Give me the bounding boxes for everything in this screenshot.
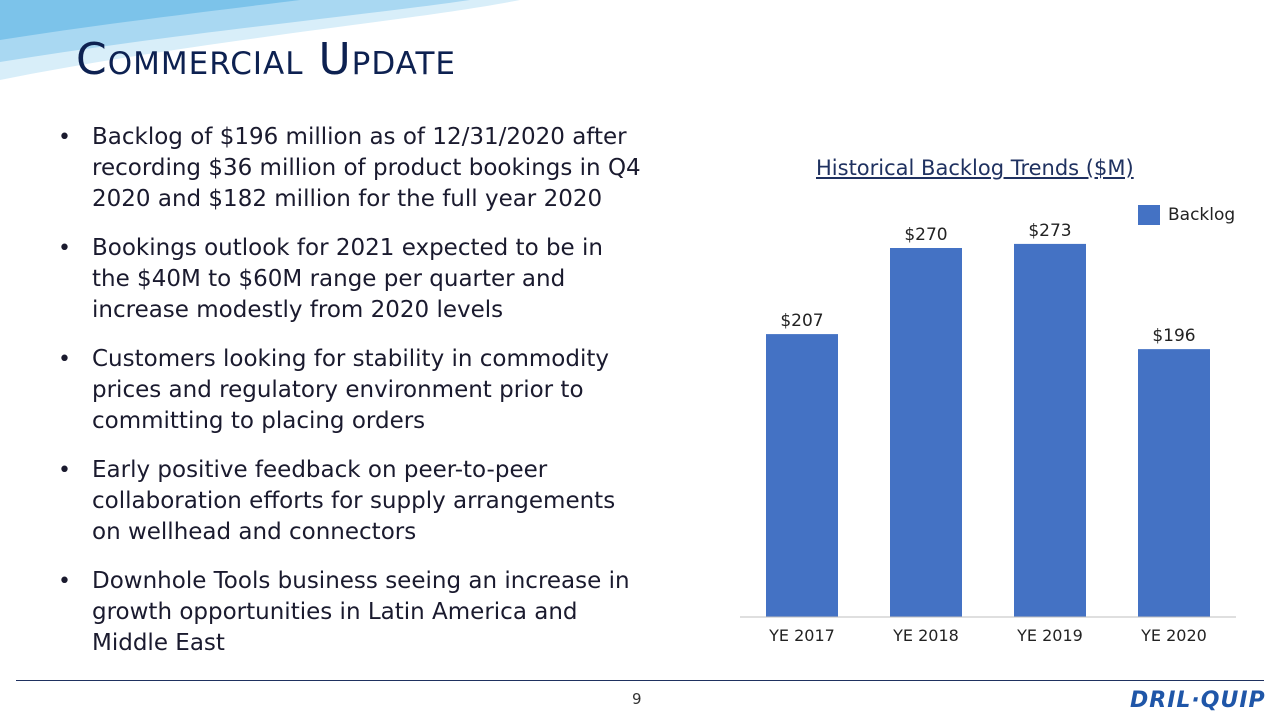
data-label: $196 xyxy=(1152,326,1195,346)
bullet-list: • Backlog of $196 million as of 12/31/202… xyxy=(56,122,646,677)
data-label: $207 xyxy=(780,311,823,331)
bullet-item: • Backlog of $196 million as of 12/31/202… xyxy=(58,124,641,212)
bullet-text: Bookings outlook for 2021 expected to be… xyxy=(92,235,603,323)
chart-legend: Backlog xyxy=(1138,205,1235,225)
page-title: Commercial Update xyxy=(76,34,456,85)
data-label: $270 xyxy=(904,225,947,245)
bar-ye-2019 xyxy=(1014,243,1086,617)
bullet-text: Early positive feedback on peer-to-peer … xyxy=(92,457,616,545)
data-label: $273 xyxy=(1028,221,1071,241)
chart-title: Historical Backlog Trends ($M) xyxy=(816,156,1134,180)
legend-label: Backlog xyxy=(1168,205,1236,225)
company-logo: DRIL·QUIP xyxy=(1130,688,1266,713)
bullet-text: Customers looking for stability in commo… xyxy=(92,346,609,434)
page-number: 9 xyxy=(632,690,642,708)
x-tick-label: YE 2017 xyxy=(768,626,835,645)
bullet-text: Backlog of $196 million as of 12/31/2020… xyxy=(92,124,641,212)
bullet-text: Downhole Tools business seeing an increa… xyxy=(92,568,630,656)
footer-divider xyxy=(16,680,1264,681)
x-tick-label: YE 2019 xyxy=(1016,626,1083,645)
x-tick-label: YE 2018 xyxy=(892,626,959,645)
bullet-item: • Downhole Tools business seeing an incre… xyxy=(58,568,630,656)
bullet-item: • Customers looking for stability in comm… xyxy=(58,346,609,434)
bullet-item: • Early positive feedback on peer-to-peer… xyxy=(58,457,616,545)
legend-swatch xyxy=(1138,205,1160,225)
bullet-item: • Bookings outlook for 2021 expected to b… xyxy=(58,235,603,323)
bar-ye-2018 xyxy=(890,248,962,617)
bar-ye-2020 xyxy=(1138,349,1210,617)
x-tick-label: YE 2020 xyxy=(1140,626,1207,645)
bar-ye-2017 xyxy=(766,334,838,617)
header-swoosh xyxy=(0,0,520,80)
